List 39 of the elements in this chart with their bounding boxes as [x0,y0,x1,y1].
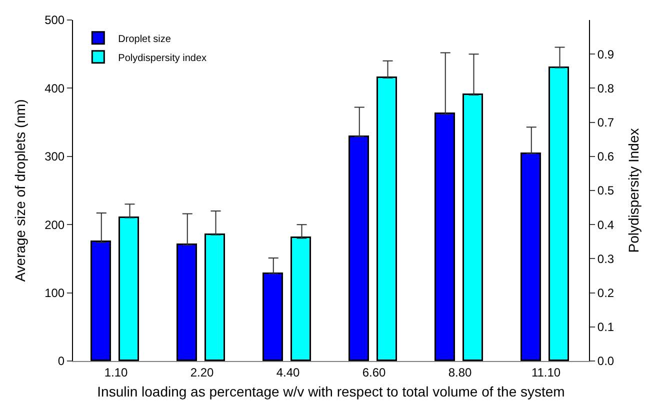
bar [434,112,455,361]
bar [176,244,197,361]
x-axis-title: Insulin loading as percentage w/v with respect to total volume of the system [97,384,565,400]
y-tick-label: 200 [44,218,65,232]
x-tick-label: 8.80 [448,365,472,380]
legend-label: Polydispersity index [118,52,207,64]
y2-tick-label: 0.9 [597,47,614,62]
x-tick-label: 4.40 [276,365,300,380]
x-tick-label: 1.10 [104,365,128,380]
y-axis-title: Average size of droplets (nm) [12,99,28,282]
bar [204,234,225,361]
y-tick-label: 300 [44,150,65,164]
bar [262,272,283,361]
y2-tick-label: 0.4 [597,218,614,232]
y2-tick-label: 0.8 [597,81,614,96]
legend-label: Droplet size [118,34,172,45]
y-tick-label: 100 [44,286,65,300]
bar [118,216,139,361]
y2-tick-label: 0.6 [597,150,614,164]
bar [376,76,397,361]
y2-tick-label: 0.1 [597,320,614,334]
x-tick-label: 11.10 [531,365,561,380]
y2-tick-label: 0.2 [597,286,614,300]
x-tick-label: 2.20 [190,365,214,380]
bar [348,136,369,361]
bar [90,240,111,361]
y2-axis-title: Polydispersity Index [626,128,642,253]
y2-tick-label: 0.3 [597,252,614,266]
bar [290,236,311,361]
y-tick-label: 500 [44,13,65,28]
y2-tick-label: 0.5 [597,184,614,198]
bar [548,66,569,361]
x-tick-label: 6.60 [362,365,386,380]
y2-tick-label: 0.0 [597,354,614,368]
y2-tick-label: 0.7 [597,116,614,130]
y-tick-label: 400 [44,81,65,96]
bar [520,152,541,361]
bar [462,94,483,361]
y-tick-label: 0 [58,354,65,368]
